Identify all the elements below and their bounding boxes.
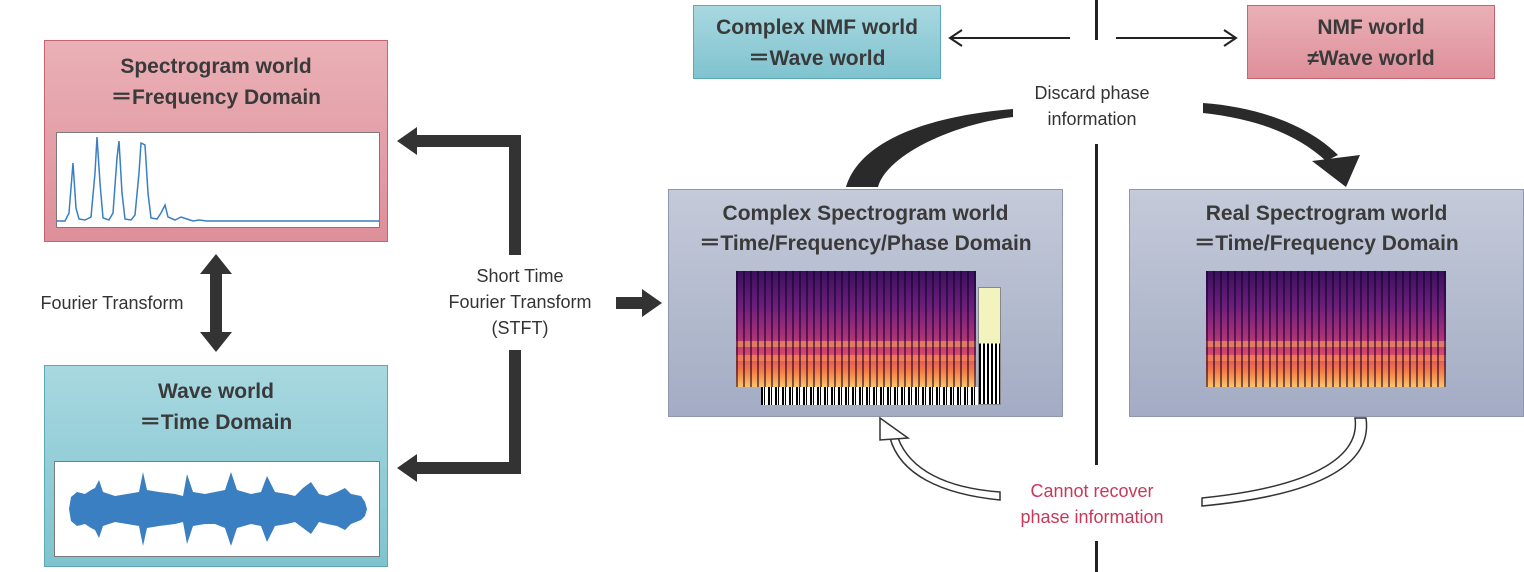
discard-phase-curved-arrow: [846, 103, 1360, 187]
divider-gap-mask: [1090, 40, 1104, 144]
spectrogram-world-box: Spectrogram world ＝Frequency Domain: [44, 40, 388, 242]
wave-world-box: Wave world ＝Time Domain: [44, 365, 388, 567]
discard-phase-label-line2: information: [1047, 109, 1137, 129]
real-spectrogram-image: [1206, 271, 1446, 387]
nmf-world-box: NMF world ≠Wave world: [1247, 5, 1495, 79]
frequency-plot: [56, 132, 380, 228]
stft-arrow: [616, 289, 662, 317]
fourier-transform-arrow: [200, 254, 232, 352]
wave-world-subtitle: ＝Time Domain: [139, 411, 293, 434]
real-spectrogram-subtitle: ＝Time/Frequency Domain: [1194, 232, 1459, 255]
stft-label-line1: Short Time: [476, 266, 564, 286]
waveform-envelope: [69, 472, 367, 546]
real-spectrogram-title: Real Spectrogram world: [1205, 202, 1448, 225]
stft-label-line3: (STFT): [491, 318, 549, 338]
divider-gap-mask-bottom: [1090, 465, 1104, 541]
stft-label-line2: Fourier Transform: [448, 292, 592, 312]
frequency-spectrum-line: [57, 136, 379, 222]
fourier-transform-label: Fourier Transform: [40, 293, 184, 313]
complex-spectrogram-subtitle: ＝Time/Frequency/Phase Domain: [699, 232, 1032, 255]
wave-world-title: Wave world: [158, 380, 274, 403]
frequency-plot-svg: [57, 136, 379, 222]
spectrogram-world-title: Spectrogram world: [120, 55, 312, 78]
complex-spectrogram-world-box: Complex Spectrogram world ＝Time/Frequenc…: [668, 189, 1063, 417]
discard-phase-label-line1: Discard phase: [1034, 83, 1150, 103]
phase-barcode-side: [978, 287, 1001, 405]
nmf-title: NMF world: [1317, 16, 1425, 39]
complex-spectrogram-image: [736, 271, 976, 387]
stft-bracket-bottom-arrow: [397, 350, 521, 482]
vertical-divider: [1095, 0, 1098, 572]
spectrogram-world-subtitle: ＝Frequency Domain: [110, 86, 322, 109]
phase-barcode-bottom: [761, 387, 1001, 405]
complex-spectrogram-title: Complex Spectrogram world: [722, 202, 1009, 225]
arrow-to-nmf: [1116, 29, 1238, 47]
waveform-plot: [54, 461, 380, 557]
cannot-recover-curved-arrow: [879, 416, 1368, 507]
complex-nmf-title: Complex NMF world: [716, 16, 918, 39]
waveform-svg: [69, 472, 367, 546]
real-spectrogram-world-box: Real Spectrogram world ＝Time/Frequency D…: [1129, 189, 1524, 417]
complex-nmf-subtitle: ＝Wave world: [748, 47, 886, 70]
complex-nmf-world-box: Complex NMF world ＝Wave world: [693, 5, 941, 79]
cannot-recover-label-line1: Cannot recover: [1030, 481, 1154, 501]
stft-bracket-top-arrow: [397, 127, 521, 255]
cannot-recover-label-line2: phase information: [1020, 507, 1164, 527]
arrow-to-complex-nmf: [948, 29, 1070, 47]
nmf-subtitle: ≠Wave world: [1307, 47, 1435, 70]
